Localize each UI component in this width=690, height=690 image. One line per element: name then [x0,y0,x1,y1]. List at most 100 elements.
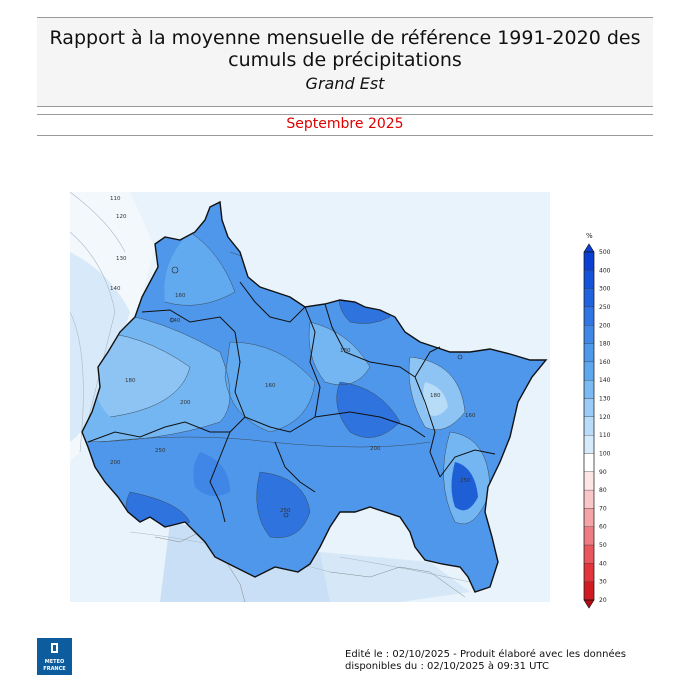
contour-label: 180 [430,393,441,399]
outside-contour-2 [69,231,116,433]
contour-center-160 [224,341,316,433]
contour-label: 130 [116,256,127,262]
department-borders [87,281,496,523]
border-aube-haute-marne [209,431,231,523]
legend-swatch [583,581,595,601]
legend-labels: 500 400 300 250 200 180 160 140 130 120 110 100 90 80… [599,249,611,604]
outside-contour-1 [69,191,126,253]
border-vosges-north [314,411,426,438]
legend-label: 20 [599,597,607,604]
legend-label: 80 [599,487,607,494]
contour-label: 250 [460,478,471,484]
border-marne-meuse [229,331,246,433]
zone-meuse-160 [309,322,370,385]
contour-label: 160 [265,383,276,389]
legend-label: 200 [599,322,611,329]
contour-label: 160 [465,413,476,419]
border-haute-marne-vosges [274,441,316,493]
edition-line-2: disponibles du : 02/10/2025 à 09:31 UTC [345,661,549,672]
border-moselle-meurthe [324,303,416,378]
contour-label: 120 [116,214,127,220]
zone-haute-marne-250 [256,472,310,538]
contour-haut-rhin-160 [443,431,491,525]
contour-west-160 [82,311,231,443]
zone-north-160 [164,232,235,306]
header-panel: Rapport à la moyenne mensuelle de référe… [37,17,653,107]
legend-swatch [583,471,595,491]
legend-swatch [583,489,595,509]
title-line-2: cumuls de précipitations [228,49,462,71]
marker-circle [457,354,463,360]
color-legend: 500 400 300 250 200 180 160 140 130 120 110 100 90 80… [583,243,611,609]
outside-contour-3 [69,311,84,453]
legend-label: 140 [599,377,611,384]
legend-swatch [583,508,595,527]
contour-vosges-250 [336,381,401,438]
legend-unit: % [586,232,593,240]
legend-swatch [583,563,595,582]
legend-swatch [583,361,595,381]
legend-swatch [583,435,595,454]
contour-alsace-140 [408,356,466,431]
border-ardennes-meuse [239,281,306,323]
contour-label: 180 [125,378,136,384]
contour-label: 250 [155,448,166,454]
legend-label: 100 [599,450,611,457]
legend-label: 250 [599,304,611,311]
logo-mark-icon [51,643,58,653]
region-outline [81,200,548,593]
legend-frame [583,251,595,601]
legend-swatch [583,416,595,436]
marker-circle [283,512,289,518]
contour-label: 140 [170,318,181,324]
contour-haute-marne-250 [256,471,311,538]
title-line-1: Rapport à la moyenne mensuelle de référe… [49,27,641,49]
border-ardennes-marne [141,309,236,333]
precipitation-map: 110 120 130 140 160 180 200 250 160 140 … [69,191,550,603]
contour-label: 250 [280,508,291,514]
contour-central-200 [99,436,431,448]
legend-swatches [583,243,595,609]
legend-swatch [583,380,595,399]
legend-label: 400 [599,267,611,274]
legend-swatch [583,453,595,472]
logo-text-2: FRANCE [43,666,66,672]
neighbor-border-2 [329,566,466,598]
outside-south-east-zone [320,552,470,602]
legend-arrow-bottom [583,599,595,609]
legend-swatch [583,325,595,344]
meteo-france-logo: METEO FRANCE [37,638,72,675]
zone-aube-200 [193,452,230,496]
zone-center-160 [225,342,315,432]
marker-circle [171,266,179,274]
border-meuse-meurthe [304,306,321,418]
contour-label: 200 [180,400,191,406]
zone-west-140 [89,332,190,417]
border-marne-aube [87,421,230,443]
contour-label: 200 [110,460,121,466]
legend-swatch [583,270,595,289]
map-svg: 110 120 130 140 160 180 200 250 160 140 … [69,191,550,603]
border-vosges-alsace [414,376,441,478]
legend-label: 30 [599,579,607,586]
period-label: Septembre 2025 [286,116,404,132]
legend-arrow-top [583,243,595,253]
border-meuse-haute-marne [244,416,316,433]
outside-contour-5 [339,556,471,583]
edition-info: Edité le : 02/10/2025 - Produit élaboré … [345,649,626,673]
contour-label: 180 [340,348,351,354]
contour-north-160 [164,231,236,306]
contour-west-140 [89,331,191,418]
region-name: Grand Est [305,74,385,93]
contour-label: 160 [175,293,186,299]
logo-text-1: METEO [44,659,65,665]
legend-label: 120 [599,414,611,421]
zone-haut-rhin-250 [451,462,478,511]
legend-swatch [583,343,595,363]
map-markers [169,266,463,518]
map-title: Rapport à la moyenne mensuelle de référe… [37,27,653,71]
legend-label: 70 [599,505,607,512]
legend-label: 180 [599,341,611,348]
legend-swatch [583,306,595,326]
contour-label: 110 [110,196,121,202]
